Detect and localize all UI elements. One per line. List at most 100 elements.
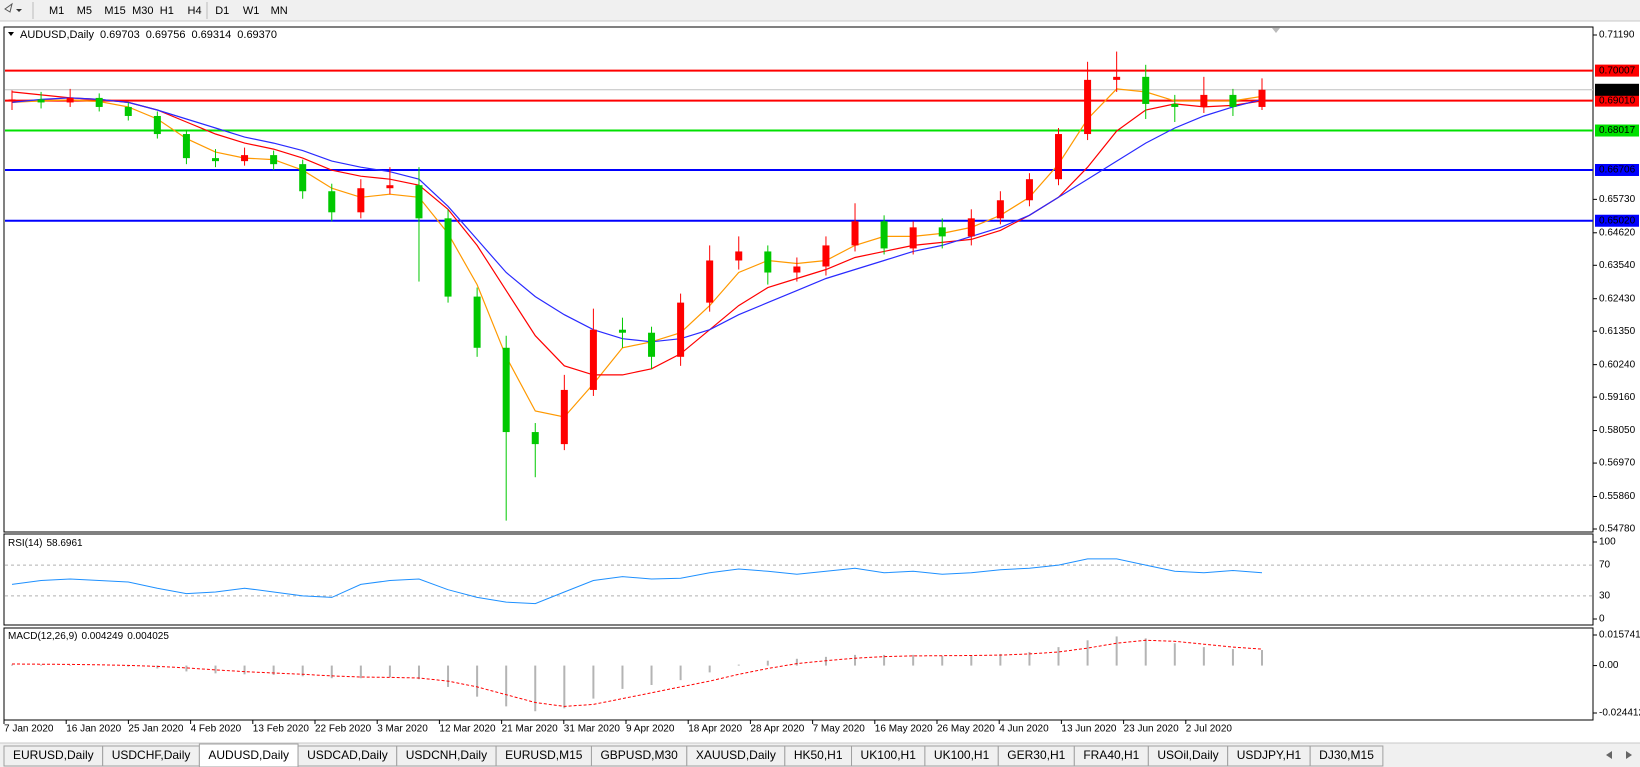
timeframe-button[interactable]: M15: [104, 5, 125, 17]
toolbar: [0, 0, 1640, 21]
tab-label[interactable]: FRA40,H1: [1083, 748, 1139, 762]
tab-label[interactable]: USOil,Daily: [1157, 748, 1218, 762]
macd-signal: 0.004025: [127, 631, 169, 642]
x-tick-label: 12 Mar 2020: [439, 724, 496, 735]
chart-header: AUDUSD,Daily 0.69703 0.69756 0.69314 0.69370: [20, 29, 277, 41]
tab-label[interactable]: EURUSD,Daily: [13, 748, 94, 762]
y-tick-label: 0.58050: [1599, 425, 1636, 436]
y-tick-label: 0.56970: [1599, 458, 1636, 469]
level-label: 0.70007: [1599, 65, 1636, 76]
timeframe-button[interactable]: H4: [188, 5, 202, 17]
candle-body: [1055, 134, 1063, 180]
candle-body: [241, 155, 249, 162]
macd-tick-label: 0.00: [1599, 660, 1619, 671]
candle-body: [677, 302, 685, 357]
quote: 0.69370: [237, 29, 277, 41]
candle-body: [1229, 94, 1237, 107]
tab-label[interactable]: XAUUSD,Daily: [696, 748, 776, 762]
timeframe-button[interactable]: W1: [243, 5, 260, 17]
x-tick-label: 22 Feb 2020: [315, 724, 372, 735]
x-tick-label: 28 Apr 2020: [750, 724, 804, 735]
x-tick-label: 16 Jan 2020: [66, 724, 121, 735]
cursor-icon[interactable]: [4, 2, 13, 13]
y-tick-label: 0.54780: [1599, 524, 1636, 535]
candle-body: [95, 97, 103, 107]
x-tick-label: 13 Jun 2020: [1061, 724, 1116, 735]
shift-marker[interactable]: [1272, 28, 1280, 33]
tab-label[interactable]: USDCAD,Daily: [307, 748, 388, 762]
rsi-tick-label: 70: [1599, 560, 1611, 571]
candle-body: [37, 99, 45, 103]
timeframe-button[interactable]: M1: [49, 5, 64, 17]
candle-body: [473, 296, 481, 348]
candle-body: [299, 164, 307, 192]
x-tick-label: 4 Jun 2020: [999, 724, 1049, 735]
dropdown-icon[interactable]: [16, 9, 22, 12]
level-label: 0.65020: [1599, 215, 1636, 226]
x-tick-label: 7 May 2020: [813, 724, 866, 735]
x-tick-label: 2 Jul 2020: [1186, 724, 1233, 735]
candle-body: [1171, 103, 1179, 107]
candle-body: [1142, 76, 1150, 104]
candle-body: [328, 191, 336, 213]
candle-body: [589, 329, 597, 390]
timeframe-button[interactable]: M30: [132, 5, 153, 17]
x-tick-label: 26 May 2020: [937, 724, 995, 735]
level-label-bg: [1595, 64, 1639, 77]
tab-label[interactable]: USDCHF,Daily: [112, 748, 191, 762]
tab-label[interactable]: GBPUSD,M30: [600, 748, 678, 762]
tab[interactable]: [1309, 745, 1384, 767]
y-tick-label: 0.55860: [1599, 491, 1636, 502]
x-tick-label: 7 Jan 2020: [4, 724, 54, 735]
candle-body: [967, 218, 975, 237]
level-label-bg: [1595, 214, 1639, 227]
x-tick-label: 25 Jan 2020: [128, 724, 183, 735]
tab-label[interactable]: UK100,H1: [861, 748, 917, 762]
tab-label[interactable]: USDJPY,H1: [1237, 748, 1302, 762]
timeframe-button[interactable]: D1: [215, 5, 229, 17]
tab-scroll-left[interactable]: [1606, 751, 1612, 759]
moving-average: [11, 88, 1263, 418]
y-tick-label: 0.62430: [1599, 293, 1636, 304]
y-tick-label: 0.65730: [1599, 194, 1636, 205]
x-tick-label: 18 Apr 2020: [688, 724, 742, 735]
x-tick-label: 31 Mar 2020: [564, 724, 621, 735]
tab-scroll-right[interactable]: [1626, 751, 1632, 759]
tab-label[interactable]: HK50,H1: [794, 748, 843, 762]
level-label-bg: [1595, 94, 1639, 107]
candle-body: [909, 227, 917, 249]
y-tick-label: 0.60240: [1599, 359, 1636, 370]
tab-label[interactable]: UK100,H1: [934, 748, 990, 762]
candle-body: [735, 251, 743, 261]
timeframe-button[interactable]: MN: [271, 5, 288, 17]
main-panel: [3, 26, 1594, 533]
candle-body: [1200, 94, 1208, 107]
macd-title: MACD(12,26,9): [8, 631, 77, 642]
x-tick-label: 13 Feb 2020: [253, 724, 310, 735]
macd-tick-label: -0.024412: [1599, 708, 1640, 719]
quote: 0.69756: [146, 29, 186, 41]
tab-label[interactable]: GER30,H1: [1007, 748, 1065, 762]
timeframe-button[interactable]: M5: [77, 5, 92, 17]
candle-body: [182, 134, 190, 159]
level-label: 0.66706: [1599, 165, 1636, 176]
candle-body: [415, 185, 423, 219]
level-label: 0.69010: [1599, 95, 1636, 106]
level-label-bg: [1595, 163, 1639, 176]
header-arrow[interactable]: [8, 32, 14, 36]
candle-body: [851, 221, 859, 246]
candle-body: [444, 218, 452, 297]
tab-label[interactable]: EURUSD,M15: [505, 748, 583, 762]
candle-body: [8, 99, 16, 101]
candle-body: [938, 227, 946, 237]
candle-body: [880, 221, 888, 249]
x-tick-label: 3 Mar 2020: [377, 724, 428, 735]
x-tick-label: 9 Apr 2020: [626, 724, 675, 735]
rsi-header: RSI(14) 58.6961: [8, 538, 83, 549]
tab-label[interactable]: AUDUSD,Daily: [208, 748, 289, 762]
tab-label[interactable]: DJ30,M15: [1319, 748, 1374, 762]
tabs: EURUSD,Daily USDCHF,Daily AUDUSD,Daily USDC…: [3, 743, 1384, 767]
tab-label[interactable]: USDCNH,Daily: [406, 748, 487, 762]
timeframe-button[interactable]: H1: [160, 5, 174, 17]
